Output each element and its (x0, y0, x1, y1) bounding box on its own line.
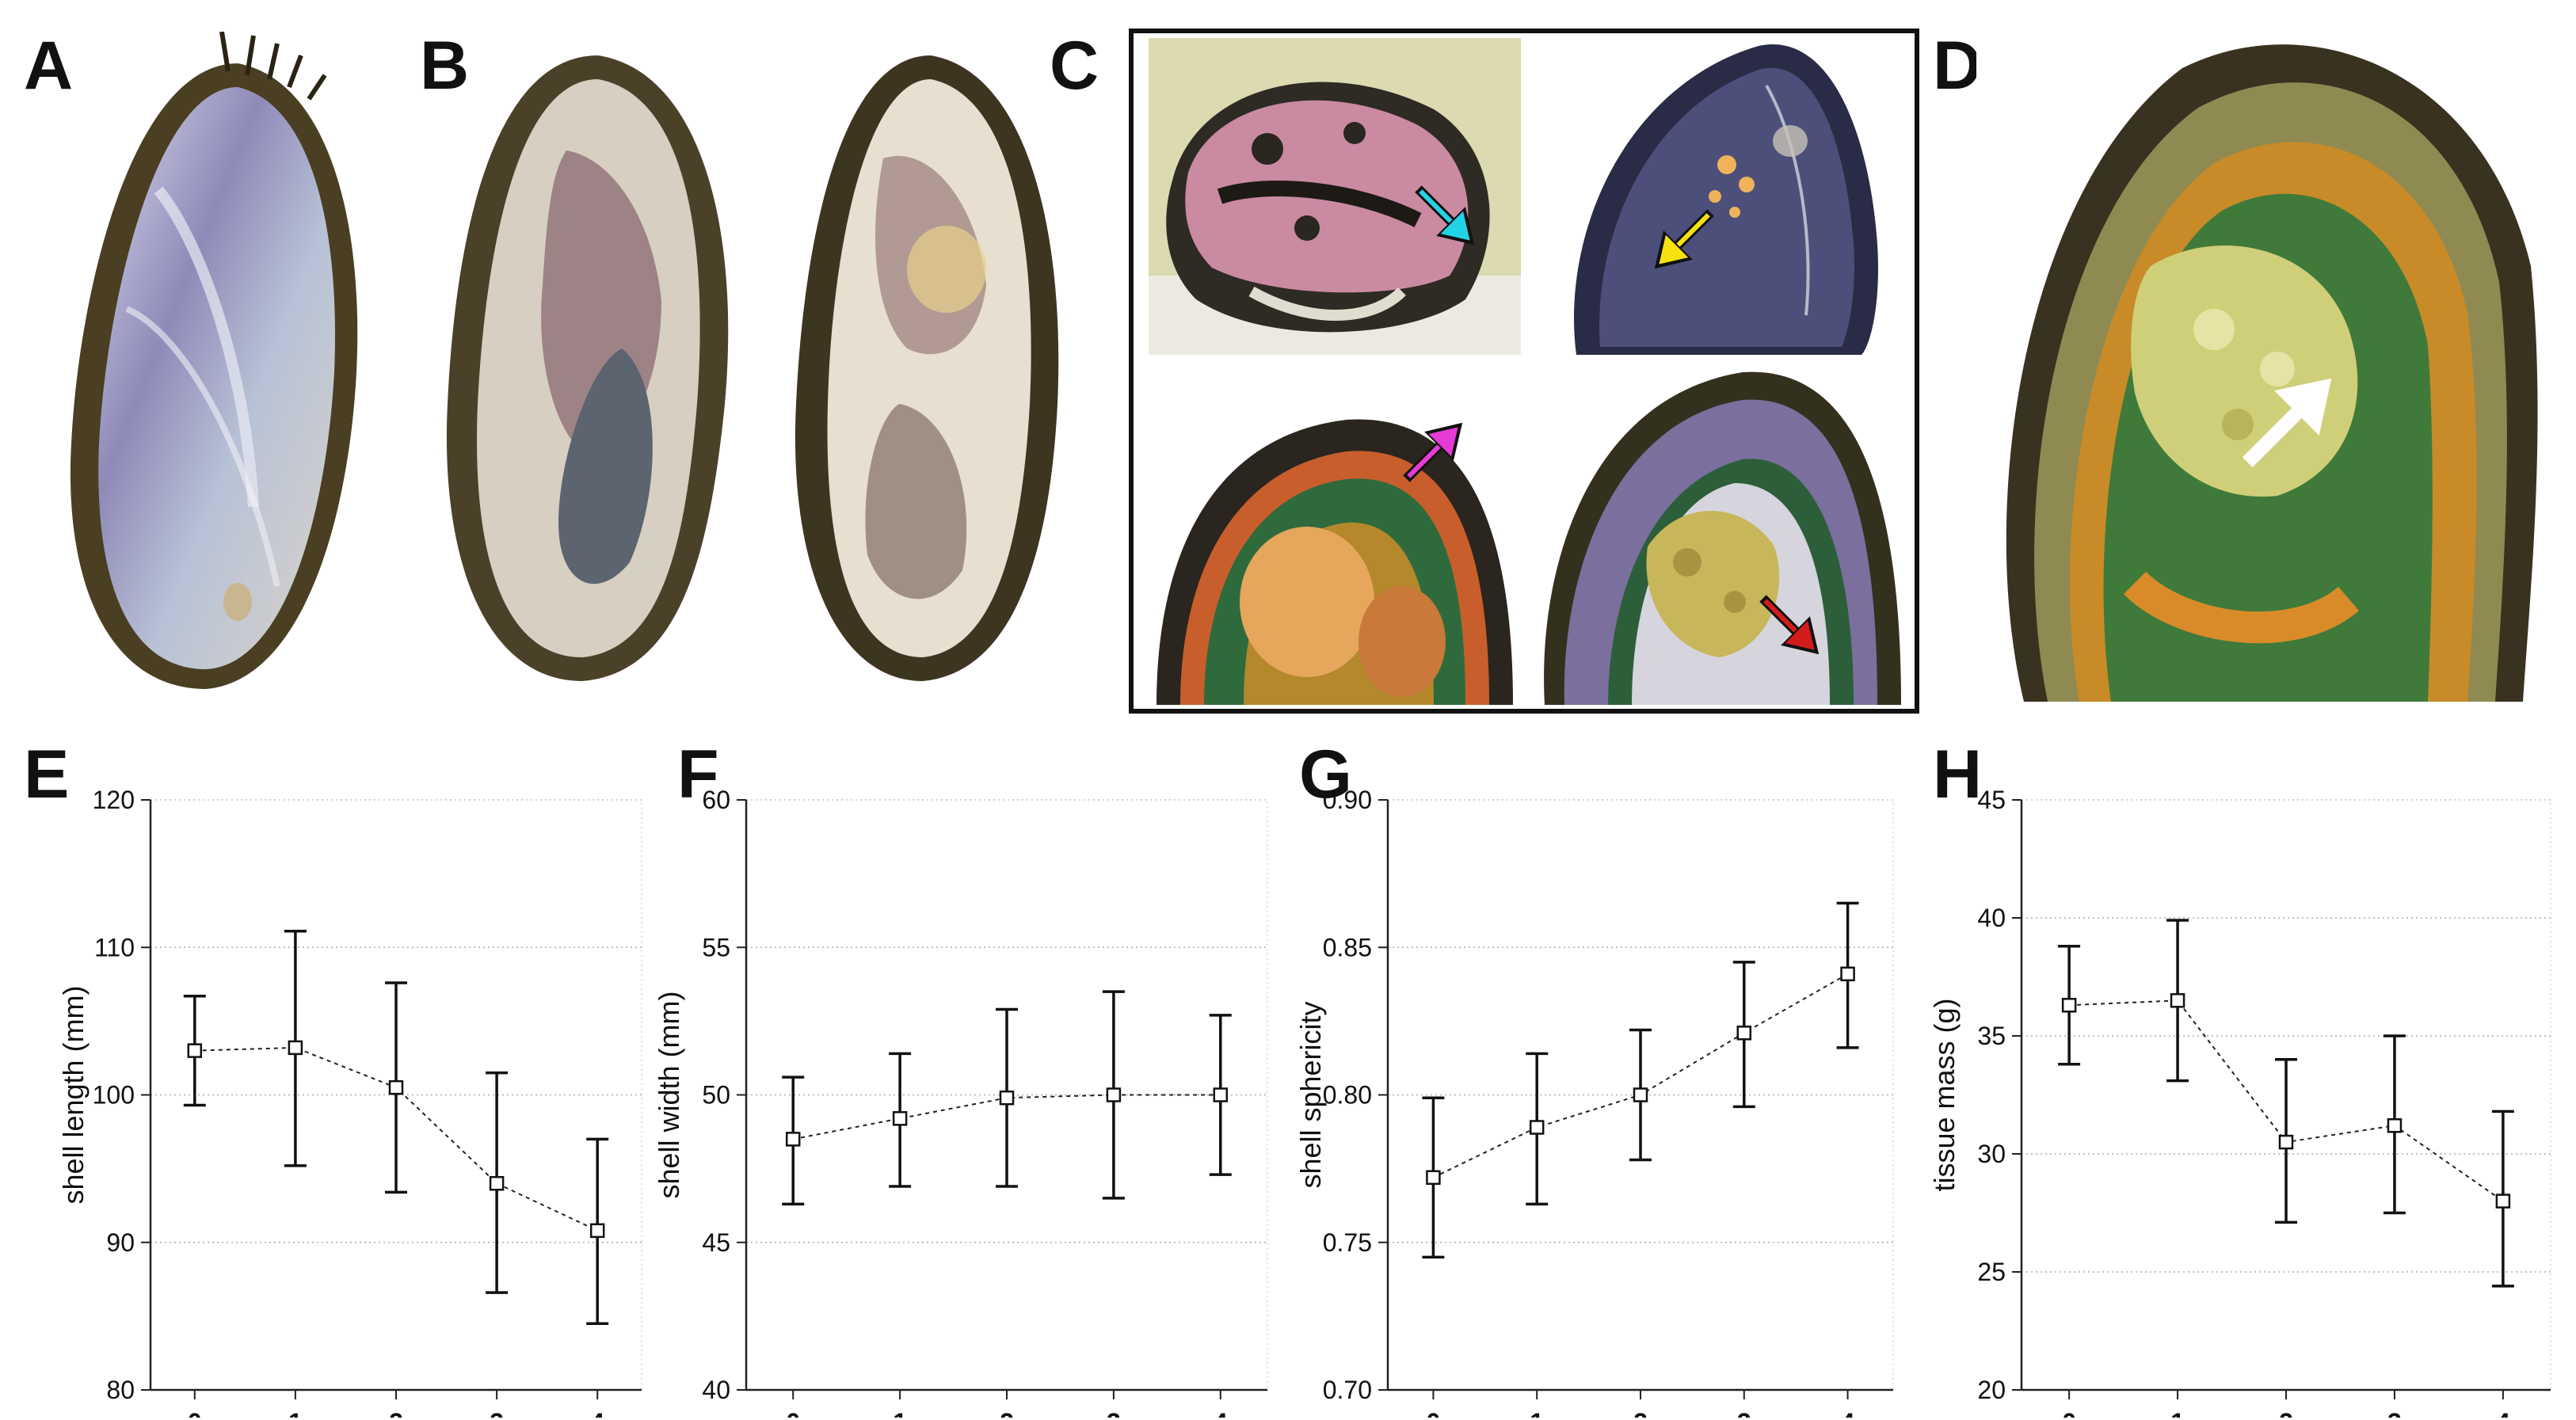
chart-g-ytick-label: 0.75 (1323, 1228, 1372, 1257)
chart-e-data-point (489, 1176, 505, 1191)
chart-f-data-point (1106, 1087, 1122, 1102)
shell-exterior-pink-encrustation-photo (1149, 38, 1521, 355)
chart-shell-length: 80 90 100 110 120 0 1 2 3 4 shell length (mm) (57, 786, 642, 1418)
chart-f-xtick-label: 1 (893, 1408, 907, 1418)
chart-f-xtick-label: 2 (1000, 1408, 1014, 1418)
chart-h-xtick-label: 1 (2170, 1408, 2185, 1418)
chart-g-data-point (1840, 966, 1855, 982)
chart-e-xtick-label: 1 (288, 1408, 303, 1418)
chart-h-xtick-label: 2 (2279, 1408, 2293, 1418)
chart-e-data-point (187, 1043, 203, 1058)
chart-h-data-point (2278, 1134, 2294, 1150)
chart-e-ytick-label: 110 (94, 933, 135, 961)
chart-f-xtick-label: 0 (786, 1408, 800, 1418)
chart-g-data-point (1426, 1170, 1441, 1186)
panel-label-a: A (24, 28, 74, 104)
chart-e-ylabel: shell length (mm) (57, 985, 90, 1204)
chart-f-ytick-label: 50 (702, 1081, 730, 1110)
chart-g-ytick-label: 0.70 (1323, 1376, 1372, 1404)
chart-h-data-point (2061, 998, 2077, 1013)
chart-f-data-point (999, 1090, 1015, 1106)
panel-c-frame (1129, 29, 1919, 714)
chart-g-ylabel: shell sphericity (1294, 1001, 1327, 1188)
chart-g-data-point (1633, 1087, 1648, 1102)
chart-e-ytick-label: 120 (93, 786, 135, 814)
chart-h-ytick-label: 40 (1977, 904, 2006, 932)
chart-g-xtick-label: 4 (1841, 1408, 1855, 1418)
chart-f-xtick-label: 3 (1107, 1408, 1121, 1418)
chart-f-xtick-label: 4 (1214, 1408, 1228, 1418)
soft-tissue-orange-photo (1149, 364, 1521, 705)
chart-e-xtick-label: 0 (188, 1408, 202, 1418)
chart-f-ytick-label: 40 (702, 1376, 730, 1404)
chart-f-data-point (785, 1132, 801, 1147)
chart-g-data-point (1736, 1026, 1752, 1041)
chart-h-ylabel: tissue mass (g) (1928, 998, 1961, 1191)
chart-shell-sphericity: 0.70 0.75 0.80 0.85 0.90 0 1 2 3 4 shell sphericit… (1294, 786, 1894, 1418)
panel-label-f: F (677, 737, 719, 813)
chart-e-data-point (288, 1040, 303, 1056)
chart-h-xtick-label: 4 (2496, 1408, 2510, 1418)
two-valves-photo (424, 48, 1105, 697)
chart-e-xtick-label: 3 (490, 1408, 504, 1418)
chart-shell-width: 40 45 50 55 60 0 1 2 3 4 shell width (mm) (657, 786, 1268, 1418)
chart-g-plot-frame (1387, 799, 1894, 1391)
chart-e-ytick-label: 90 (106, 1228, 135, 1257)
chart-e-data-point (388, 1079, 404, 1095)
chart-f-data-point (1213, 1087, 1229, 1102)
chart-g-xtick-label: 2 (1633, 1408, 1648, 1418)
chart-f-data-point (892, 1111, 908, 1126)
chart-h-ytick-label: 35 (1977, 1022, 2006, 1050)
chart-h-data-point (2495, 1193, 2511, 1209)
panel-label-e: E (24, 737, 70, 813)
chart-g-xtick-label: 1 (1530, 1408, 1544, 1418)
green-tissue-closeup-photo (1976, 29, 2547, 702)
chart-h-ytick-label: 20 (1977, 1376, 2006, 1404)
chart-e-ytick-label: 100 (93, 1081, 135, 1110)
chart-g-ytick-label: 0.90 (1323, 786, 1372, 814)
chart-e-xtick-label: 4 (590, 1408, 604, 1418)
chart-f-ytick-label: 55 (702, 933, 730, 961)
chart-h-ytick-label: 25 (1977, 1258, 2006, 1286)
chart-h-ytick-label: 45 (1977, 786, 2006, 814)
open-shell-nacre-photo (40, 32, 372, 697)
chart-f-ytick-label: 45 (702, 1228, 730, 1257)
chart-h-data-point (2387, 1117, 2403, 1133)
panel-label-g: G (1299, 737, 1352, 813)
inner-nacre-spots-photo (1529, 38, 1909, 355)
chart-h-ytick-label: 30 (1977, 1140, 2006, 1168)
chart-h-xtick-label: 0 (2062, 1408, 2076, 1418)
chart-g-ytick-label: 0.85 (1323, 933, 1372, 961)
chart-e-ytick-label: 80 (106, 1376, 135, 1404)
chart-g-xtick-label: 0 (1427, 1408, 1441, 1418)
chart-g-data-point (1529, 1120, 1545, 1135)
chart-g-ytick-label: 0.80 (1323, 1081, 1372, 1110)
chart-f-ytick-label: 60 (702, 786, 730, 814)
panel-label-d: D (1933, 28, 1983, 104)
nacre-lesion-photo (1529, 364, 1909, 705)
chart-e-xtick-label: 2 (389, 1408, 403, 1418)
panel-label-h: H (1933, 737, 1983, 813)
panel-label-c: C (1050, 28, 1099, 104)
chart-h-data-point (2170, 993, 2185, 1008)
chart-f-ylabel: shell width (mm) (657, 991, 685, 1198)
chart-h-xtick-label: 3 (2387, 1408, 2402, 1418)
chart-tissue-mass: 20 25 30 35 40 45 0 1 2 3 4 tissue mass (g) (1928, 786, 2551, 1418)
chart-g-xtick-label: 3 (1737, 1408, 1751, 1418)
panel-label-b: B (420, 28, 470, 104)
chart-e-data-point (589, 1223, 605, 1239)
